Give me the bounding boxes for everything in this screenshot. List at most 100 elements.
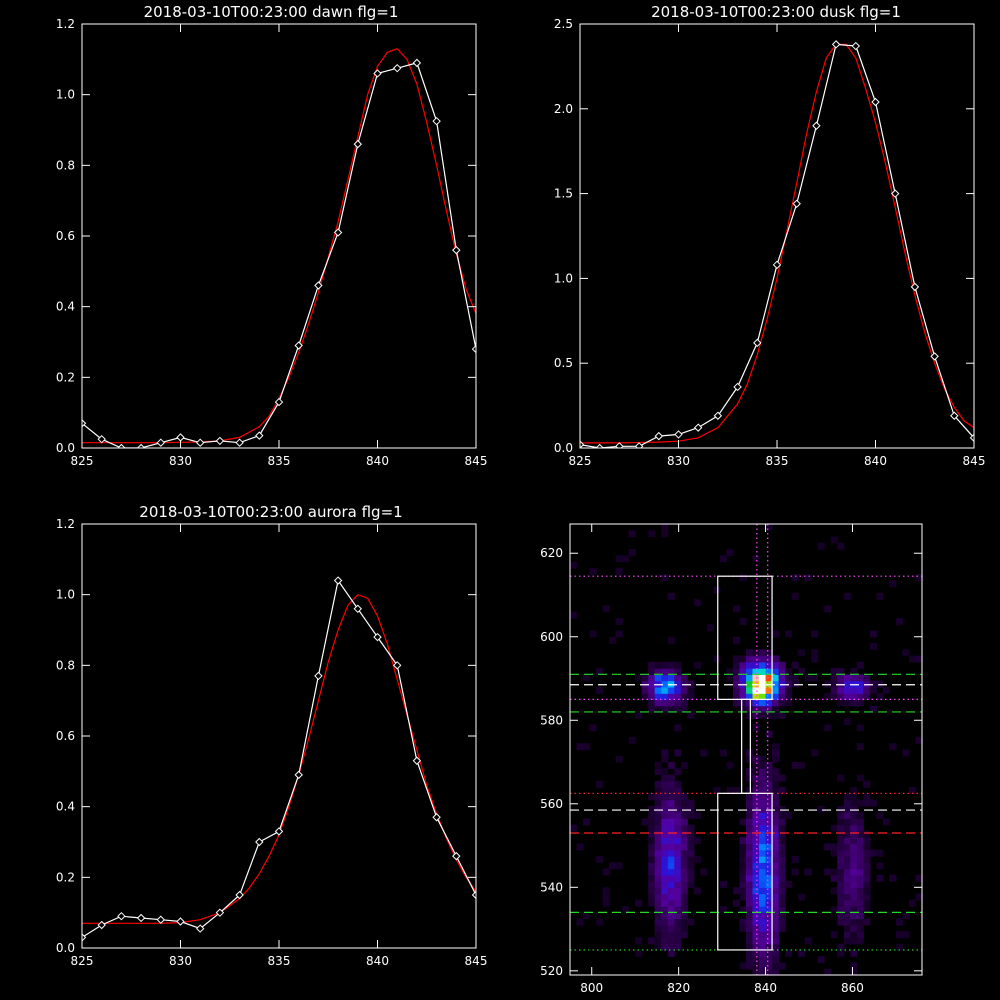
heatmap-cell <box>719 881 727 888</box>
aurora-ytick-label-1: 0.2 <box>56 870 75 884</box>
heatmap-cell <box>746 912 754 920</box>
heatmap-cell <box>674 674 682 682</box>
heatmap-cell <box>674 912 682 920</box>
heatmap-cell <box>772 956 780 964</box>
heatmap-cell <box>661 768 669 776</box>
heatmap-cell <box>674 862 682 870</box>
heatmap-cell <box>667 693 675 700</box>
heatmap-cell <box>654 674 662 682</box>
dusk-data-point-10 <box>772 260 782 270</box>
heatmap-cell <box>752 962 760 970</box>
heatmap-cell <box>654 762 662 769</box>
heatmap-cell <box>700 749 708 757</box>
heatmap-cell <box>837 674 845 682</box>
heatmap-cell <box>674 924 682 932</box>
heatmap-cell <box>661 830 669 838</box>
heatmap-cell <box>824 968 832 976</box>
heatmap-cell <box>667 949 675 957</box>
heatmap-cell <box>856 693 864 700</box>
dawn-marks <box>82 47 476 448</box>
heatmap-cell <box>843 799 851 807</box>
heatmap-cell <box>856 830 864 838</box>
heatmap-cell <box>752 849 760 857</box>
heatmap-cell <box>759 962 767 970</box>
heatmap-cell <box>759 968 767 976</box>
heatmap-cell <box>739 837 747 845</box>
heatmap-cell <box>778 849 786 857</box>
heatmap-cell <box>850 787 858 794</box>
heatmap-cell <box>752 693 760 700</box>
heatmap-cell <box>661 906 669 913</box>
heatmap-cell <box>843 924 851 932</box>
heatmap-cell <box>837 881 845 888</box>
heatmap-cell <box>746 661 754 669</box>
heatmap-cell <box>733 680 741 688</box>
heatmap-cell <box>759 949 767 957</box>
heatmap-cell <box>648 705 656 713</box>
heatmap-cell <box>915 893 923 901</box>
heatmap-cell <box>772 686 780 694</box>
heatmap-cell <box>726 668 734 675</box>
heatmap-cell <box>602 868 610 876</box>
heatmap-cell <box>739 856 747 863</box>
dawn-data-point-4 <box>156 438 166 447</box>
aurora-spectrum-panel: 2018-03-10T00:23:00 aurora flg=1 825 830 8… <box>56 503 488 968</box>
heatmap-cell <box>752 899 760 907</box>
heatmap-cell <box>589 567 597 575</box>
dusk-data-point-18 <box>930 352 939 361</box>
heatmap-cell <box>759 705 767 713</box>
heatmap-cell <box>739 924 747 932</box>
heatmap-cell <box>759 799 767 807</box>
heatmap-cell <box>791 762 799 769</box>
heatmap-cell <box>830 843 838 851</box>
heatmap-cell <box>648 856 656 863</box>
heatmap-cell <box>739 881 747 888</box>
heatmap-cell <box>876 680 884 688</box>
heatmap-cell <box>570 824 578 832</box>
heatmap-cell <box>746 668 754 675</box>
heatmap-ytick-label-5: 620 <box>540 546 563 560</box>
heatmap-cell <box>674 899 682 907</box>
heatmap-cell <box>759 887 767 895</box>
heatmap-cell <box>752 830 760 838</box>
dusk-panel-title: 2018-03-10T00:23:00 dusk flg=1 <box>651 3 901 21</box>
heatmap-cell <box>765 805 773 813</box>
heatmap-cell <box>765 937 773 945</box>
heatmap-cell <box>654 893 662 901</box>
heatmap-cell <box>674 818 682 826</box>
heatmap-cell <box>765 768 773 776</box>
heatmap-cell <box>752 937 760 945</box>
heatmap-cell <box>837 912 845 920</box>
heatmap-cell <box>752 874 760 882</box>
heatmap-cell <box>856 661 864 669</box>
heatmap-cell <box>772 868 780 876</box>
heatmap-cell <box>843 906 851 913</box>
heatmap-cell <box>830 887 838 895</box>
heatmap-cell <box>778 830 786 838</box>
heatmap-cell <box>648 686 656 694</box>
heatmap-cell <box>674 787 682 794</box>
heatmap-cell <box>785 630 793 638</box>
dawn-data-point-6 <box>195 438 205 447</box>
heatmap-cell <box>765 830 773 838</box>
heatmap-cell <box>661 749 669 757</box>
heatmap-cell <box>680 824 688 832</box>
dawn-data-point-15 <box>373 69 382 78</box>
heatmap-cell <box>902 649 910 657</box>
heatmap-cell <box>765 762 773 769</box>
heatmap-cell <box>759 899 767 907</box>
heatmap-cell <box>863 906 871 913</box>
heatmap-cell <box>680 918 688 926</box>
heatmap-cell <box>850 899 858 907</box>
heatmap-cell <box>667 805 675 813</box>
heatmap-cell <box>772 843 780 851</box>
heatmap-cell <box>765 956 773 964</box>
heatmap-cell <box>674 812 682 819</box>
heatmap-cell <box>693 887 701 895</box>
heatmap-cell <box>667 918 675 926</box>
heatmap-cell <box>869 630 877 638</box>
dawn-data-point-14 <box>353 139 363 149</box>
dawn-xtick-label-0: 825 <box>71 454 94 468</box>
heatmap-cell <box>759 818 767 826</box>
aurora-data-point-10 <box>274 827 284 836</box>
